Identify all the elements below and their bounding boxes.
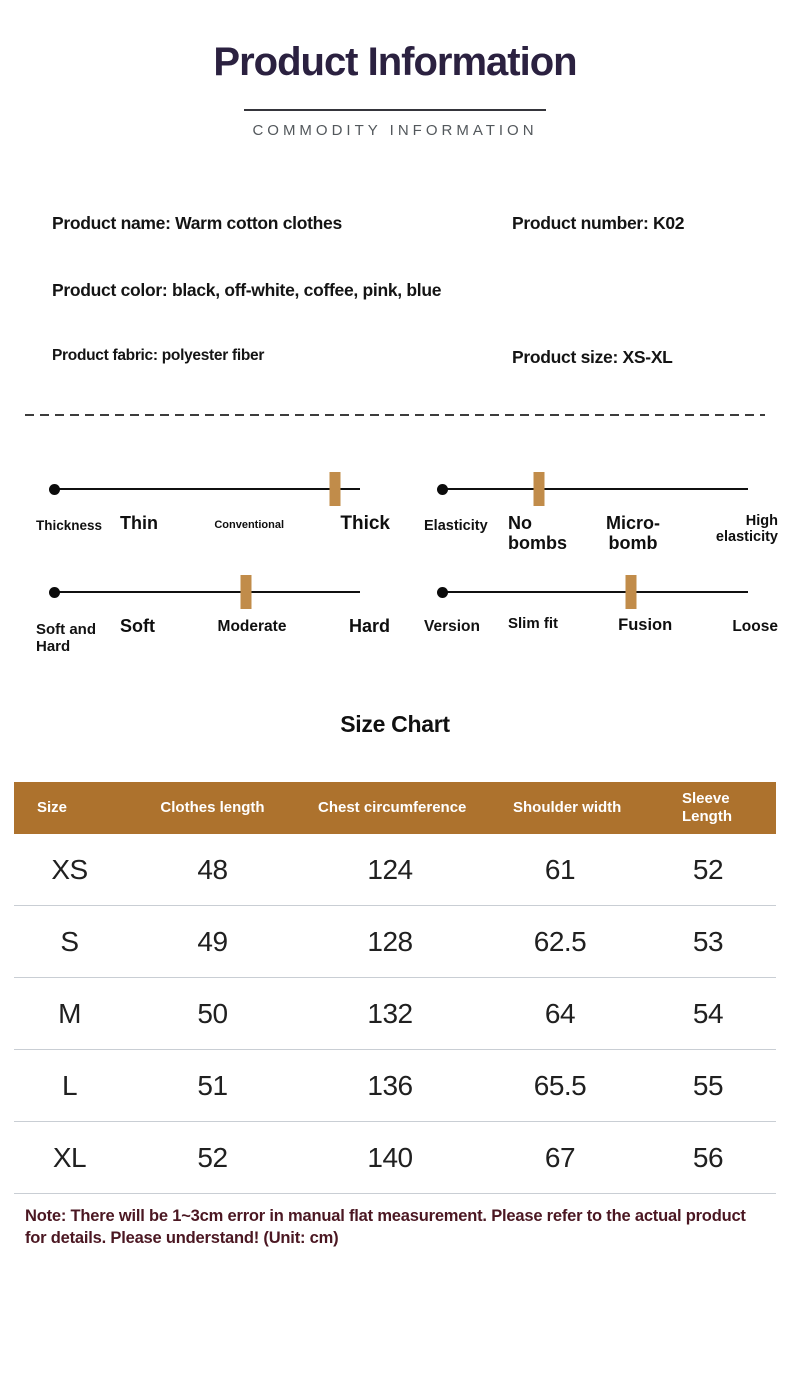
measurement-note: Note: There will be 1~3cm error in manua… <box>25 1207 746 1248</box>
details-row: Product color: black, off-white, coffee,… <box>52 280 790 301</box>
soft-hard-marker <box>240 575 252 610</box>
table-cell: 136 <box>367 1069 413 1101</box>
table-cell: 132 <box>367 997 413 1029</box>
table-header-cell: Shoulder width <box>513 798 622 816</box>
elasticity-labels: Elasticity No bombs Micro-bomb High elas… <box>418 513 778 553</box>
slider-level-label: High elasticity <box>715 513 778 546</box>
version-marker <box>625 575 637 610</box>
slider-level-label: Soft <box>120 616 155 637</box>
slider-version: Version Slim fit Fusion Loose <box>418 575 778 655</box>
table-row: M 50 132 64 54 <box>14 978 776 1051</box>
slider-level-label: Thick <box>340 513 390 534</box>
product-number: Product number: K02 <box>512 213 685 233</box>
slider-thickness: Thickness Thin Conventional Thick <box>30 472 390 553</box>
table-cell: 124 <box>367 853 413 885</box>
slider-level-label: Thin <box>120 513 158 533</box>
soft-hard-track <box>49 575 360 610</box>
product-info-page: Product Information COMMODITY INFORMATIO… <box>0 40 790 1250</box>
thickness-labels: Thickness Thin Conventional Thick <box>30 513 390 534</box>
product-details: Product name: Warm cotton clothes Produc… <box>0 213 790 368</box>
table-cell: XS <box>51 853 88 885</box>
track-start-dot <box>437 586 448 598</box>
page-title: Product Information <box>213 40 577 84</box>
elasticity-track <box>437 472 748 506</box>
slider-level-label: Slim fit <box>508 615 559 633</box>
track-line <box>53 591 360 594</box>
slider-level-label: Conventional <box>214 519 285 531</box>
attribute-sliders: Thickness Thin Conventional Thick Elasti… <box>0 416 790 655</box>
table-row: XL 52 140 67 56 <box>14 1122 776 1195</box>
table-cell: 50 <box>197 997 228 1029</box>
table-cell: 54 <box>692 997 724 1029</box>
slider-level-label: Moderate <box>217 618 287 636</box>
thickness-track <box>49 472 360 506</box>
track-line <box>53 488 360 490</box>
slider-level-label: Micro-bomb <box>606 513 660 554</box>
page-header: Product Information COMMODITY INFORMATIO… <box>0 40 790 139</box>
thickness-marker <box>329 472 341 506</box>
table-cell: S <box>60 925 79 957</box>
slider-soft-hard: Soft and Hard Soft Moderate Hard <box>30 575 390 655</box>
slider-level-label: Loose <box>732 618 778 636</box>
table-header-cell: Size <box>37 798 68 816</box>
table-cell: XL <box>52 1141 87 1173</box>
table-cell: 52 <box>692 853 724 885</box>
details-row: Product fabric: polyester fiber Product … <box>52 347 790 368</box>
product-name: Product name: Warm cotton clothes <box>52 213 342 233</box>
table-header-cell: Sleeve Length <box>682 789 732 826</box>
table-cell: M <box>58 997 81 1029</box>
page-subtitle: COMMODITY INFORMATION <box>252 122 538 139</box>
table-cell: L <box>61 1069 78 1101</box>
slider-category-label: Soft and Hard <box>36 621 96 656</box>
table-cell: 49 <box>197 925 228 957</box>
title-divider <box>244 109 546 111</box>
product-color: Product color: black, off-white, coffee,… <box>52 280 442 300</box>
table-cell: 51 <box>197 1069 228 1101</box>
table-cell: 64 <box>544 997 576 1029</box>
track-line <box>441 591 748 594</box>
track-line <box>441 488 748 490</box>
soft-hard-labels: Soft and Hard Soft Moderate Hard <box>30 616 390 655</box>
table-cell: 56 <box>692 1141 724 1173</box>
table-header-row: Size Clothes length Chest circumference … <box>14 782 776 835</box>
table-cell: 140 <box>367 1141 413 1173</box>
table-cell: 65.5 <box>533 1069 587 1101</box>
slider-category-label: Version <box>424 618 480 636</box>
table-cell: 61 <box>544 853 576 885</box>
product-fabric: Product fabric: polyester fiber <box>52 347 265 364</box>
track-start-dot <box>49 483 60 495</box>
table-cell: 55 <box>692 1069 724 1101</box>
table-cell: 48 <box>197 853 228 885</box>
table-cell: 53 <box>692 925 724 957</box>
table-cell: 67 <box>544 1141 576 1173</box>
table-row: XS 48 124 61 52 <box>14 834 776 907</box>
table-row: L 51 136 65.5 55 <box>14 1050 776 1123</box>
size-chart-title: Size Chart <box>340 711 450 738</box>
elasticity-marker <box>533 472 545 506</box>
dashed-divider <box>25 414 765 416</box>
slider-elasticity: Elasticity No bombs Micro-bomb High elas… <box>418 472 778 553</box>
table-header-cell: Chest circumference <box>318 798 467 816</box>
slider-level-label: Hard <box>348 616 390 637</box>
slider-level-label: Fusion <box>618 616 673 635</box>
slider-category-label: Thickness <box>36 518 103 533</box>
product-size: Product size: XS-XL <box>512 347 673 367</box>
table-row: S 49 128 62.5 53 <box>14 906 776 979</box>
table-cell: 128 <box>367 925 413 957</box>
slider-category-label: Elasticity <box>424 518 488 534</box>
version-labels: Version Slim fit Fusion Loose <box>418 616 778 636</box>
version-track <box>437 575 748 610</box>
details-row: Product name: Warm cotton clothes Produc… <box>52 213 790 234</box>
table-cell: 52 <box>197 1141 228 1173</box>
track-start-dot <box>437 483 448 495</box>
size-chart-table: Size Clothes length Chest circumference … <box>14 782 776 1195</box>
slider-level-label: No bombs <box>508 513 568 554</box>
track-start-dot <box>49 586 60 598</box>
table-header-cell: Clothes length <box>160 798 265 816</box>
table-cell: 62.5 <box>533 925 587 957</box>
